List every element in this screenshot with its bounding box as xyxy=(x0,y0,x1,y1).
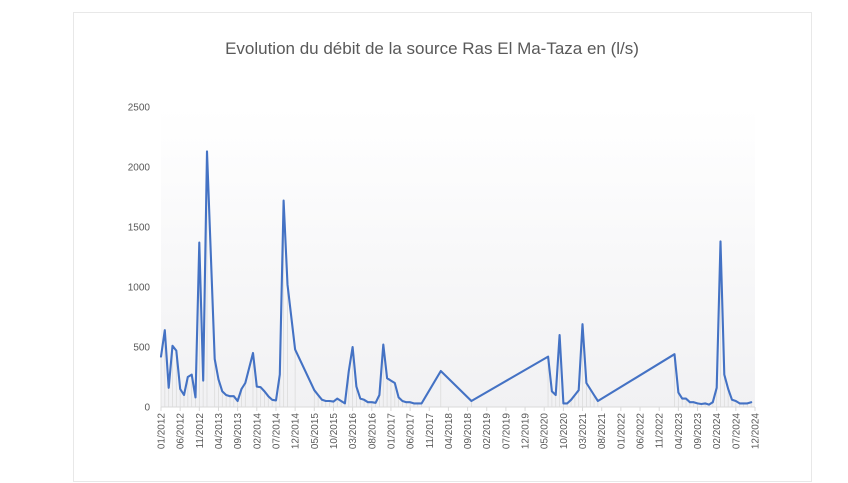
x-tick-label: 10/2020 xyxy=(559,413,570,450)
chart-svg: Evolution du débit de la source Ras El M… xyxy=(128,39,762,449)
x-tick-label: 05/2015 xyxy=(310,413,321,450)
x-tick-label: 02/2019 xyxy=(482,413,493,450)
x-tick-label: 02/2024 xyxy=(712,413,723,450)
x-tick-label: 07/2024 xyxy=(731,413,742,450)
x-tick-label: 12/2024 xyxy=(751,413,762,450)
x-tick-label: 03/2021 xyxy=(578,413,589,450)
x-tick-label: 09/2018 xyxy=(463,413,474,450)
x-tick-label: 06/2022 xyxy=(636,413,647,450)
x-tick-label: 09/2013 xyxy=(233,413,244,450)
x-tick-label: 09/2023 xyxy=(693,413,704,450)
x-tick-label: 04/2018 xyxy=(444,413,455,450)
x-tick-label: 12/2014 xyxy=(291,413,302,450)
y-axis-ticks: 0 500 1000 1500 2000 2500 xyxy=(128,103,151,414)
x-tick-label: 06/2012 xyxy=(176,413,187,450)
x-tick-label: 06/2017 xyxy=(406,413,417,450)
x-tick-label: 01/2017 xyxy=(386,413,397,450)
x-tick-label: 08/2016 xyxy=(367,413,378,450)
x-axis-ticks: 01/2012 06/2012 11/2012 04/2013 09/2013 02/20… xyxy=(157,407,762,449)
x-tick-label: 03/2016 xyxy=(348,413,359,450)
x-tick-label: 11/2022 xyxy=(655,413,666,449)
y-tick-label: 2500 xyxy=(128,103,151,114)
x-tick-label: 10/2015 xyxy=(329,413,340,450)
series-line xyxy=(159,150,753,406)
x-tick-label: 04/2023 xyxy=(674,413,685,450)
x-tick-label: 01/2012 xyxy=(157,413,168,450)
y-tick-label: 0 xyxy=(144,403,150,414)
x-tick-label: 01/2022 xyxy=(616,413,627,450)
x-tick-label: 12/2019 xyxy=(521,413,532,450)
x-tick-label: 05/2020 xyxy=(540,413,551,450)
x-tick-label: 07/2019 xyxy=(501,413,512,450)
x-tick-label: 02/2014 xyxy=(252,413,263,450)
chart-card: Evolution du débit de la source Ras El M… xyxy=(73,12,812,482)
y-tick-label: 500 xyxy=(133,343,150,354)
chart-title: Evolution du débit de la source Ras El M… xyxy=(225,39,639,58)
y-tick-label: 2000 xyxy=(128,163,151,174)
y-tick-label: 1000 xyxy=(128,283,151,294)
plot-area xyxy=(161,107,755,407)
x-tick-label: 08/2021 xyxy=(597,413,608,450)
y-tick-label: 1500 xyxy=(128,223,151,234)
x-tick-label: 07/2014 xyxy=(271,413,282,450)
x-tick-label: 11/2017 xyxy=(425,413,436,449)
x-tick-label: 11/2012 xyxy=(195,413,206,449)
series-layer xyxy=(159,150,753,406)
x-tick-label: 04/2013 xyxy=(214,413,225,450)
